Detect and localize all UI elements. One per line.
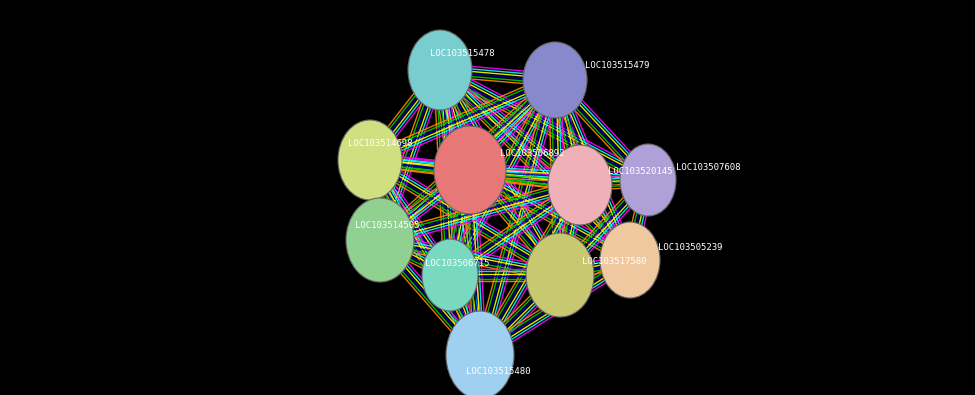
Text: LOC103505239: LOC103505239 bbox=[658, 243, 722, 252]
Text: LOC103507608: LOC103507608 bbox=[676, 164, 740, 173]
Text: LOC103506715: LOC103506715 bbox=[425, 258, 489, 267]
Ellipse shape bbox=[600, 222, 660, 298]
Ellipse shape bbox=[548, 145, 612, 225]
Ellipse shape bbox=[526, 233, 594, 317]
Ellipse shape bbox=[446, 311, 514, 395]
Ellipse shape bbox=[338, 120, 402, 200]
Text: LOC103515480: LOC103515480 bbox=[466, 367, 530, 376]
Ellipse shape bbox=[422, 239, 478, 311]
Ellipse shape bbox=[408, 30, 472, 110]
Ellipse shape bbox=[523, 42, 587, 118]
Ellipse shape bbox=[620, 144, 676, 216]
Text: LOC103515479: LOC103515479 bbox=[585, 62, 649, 70]
Text: LOC103514505: LOC103514505 bbox=[355, 222, 419, 231]
Text: LOC103506892: LOC103506892 bbox=[500, 149, 565, 158]
Text: LOC103514698: LOC103514698 bbox=[348, 139, 412, 149]
Text: LOC103517580: LOC103517580 bbox=[582, 256, 646, 265]
Text: LOC103520145: LOC103520145 bbox=[608, 167, 673, 175]
Ellipse shape bbox=[346, 198, 414, 282]
Text: LOC103515478: LOC103515478 bbox=[430, 49, 494, 58]
Ellipse shape bbox=[434, 126, 506, 214]
